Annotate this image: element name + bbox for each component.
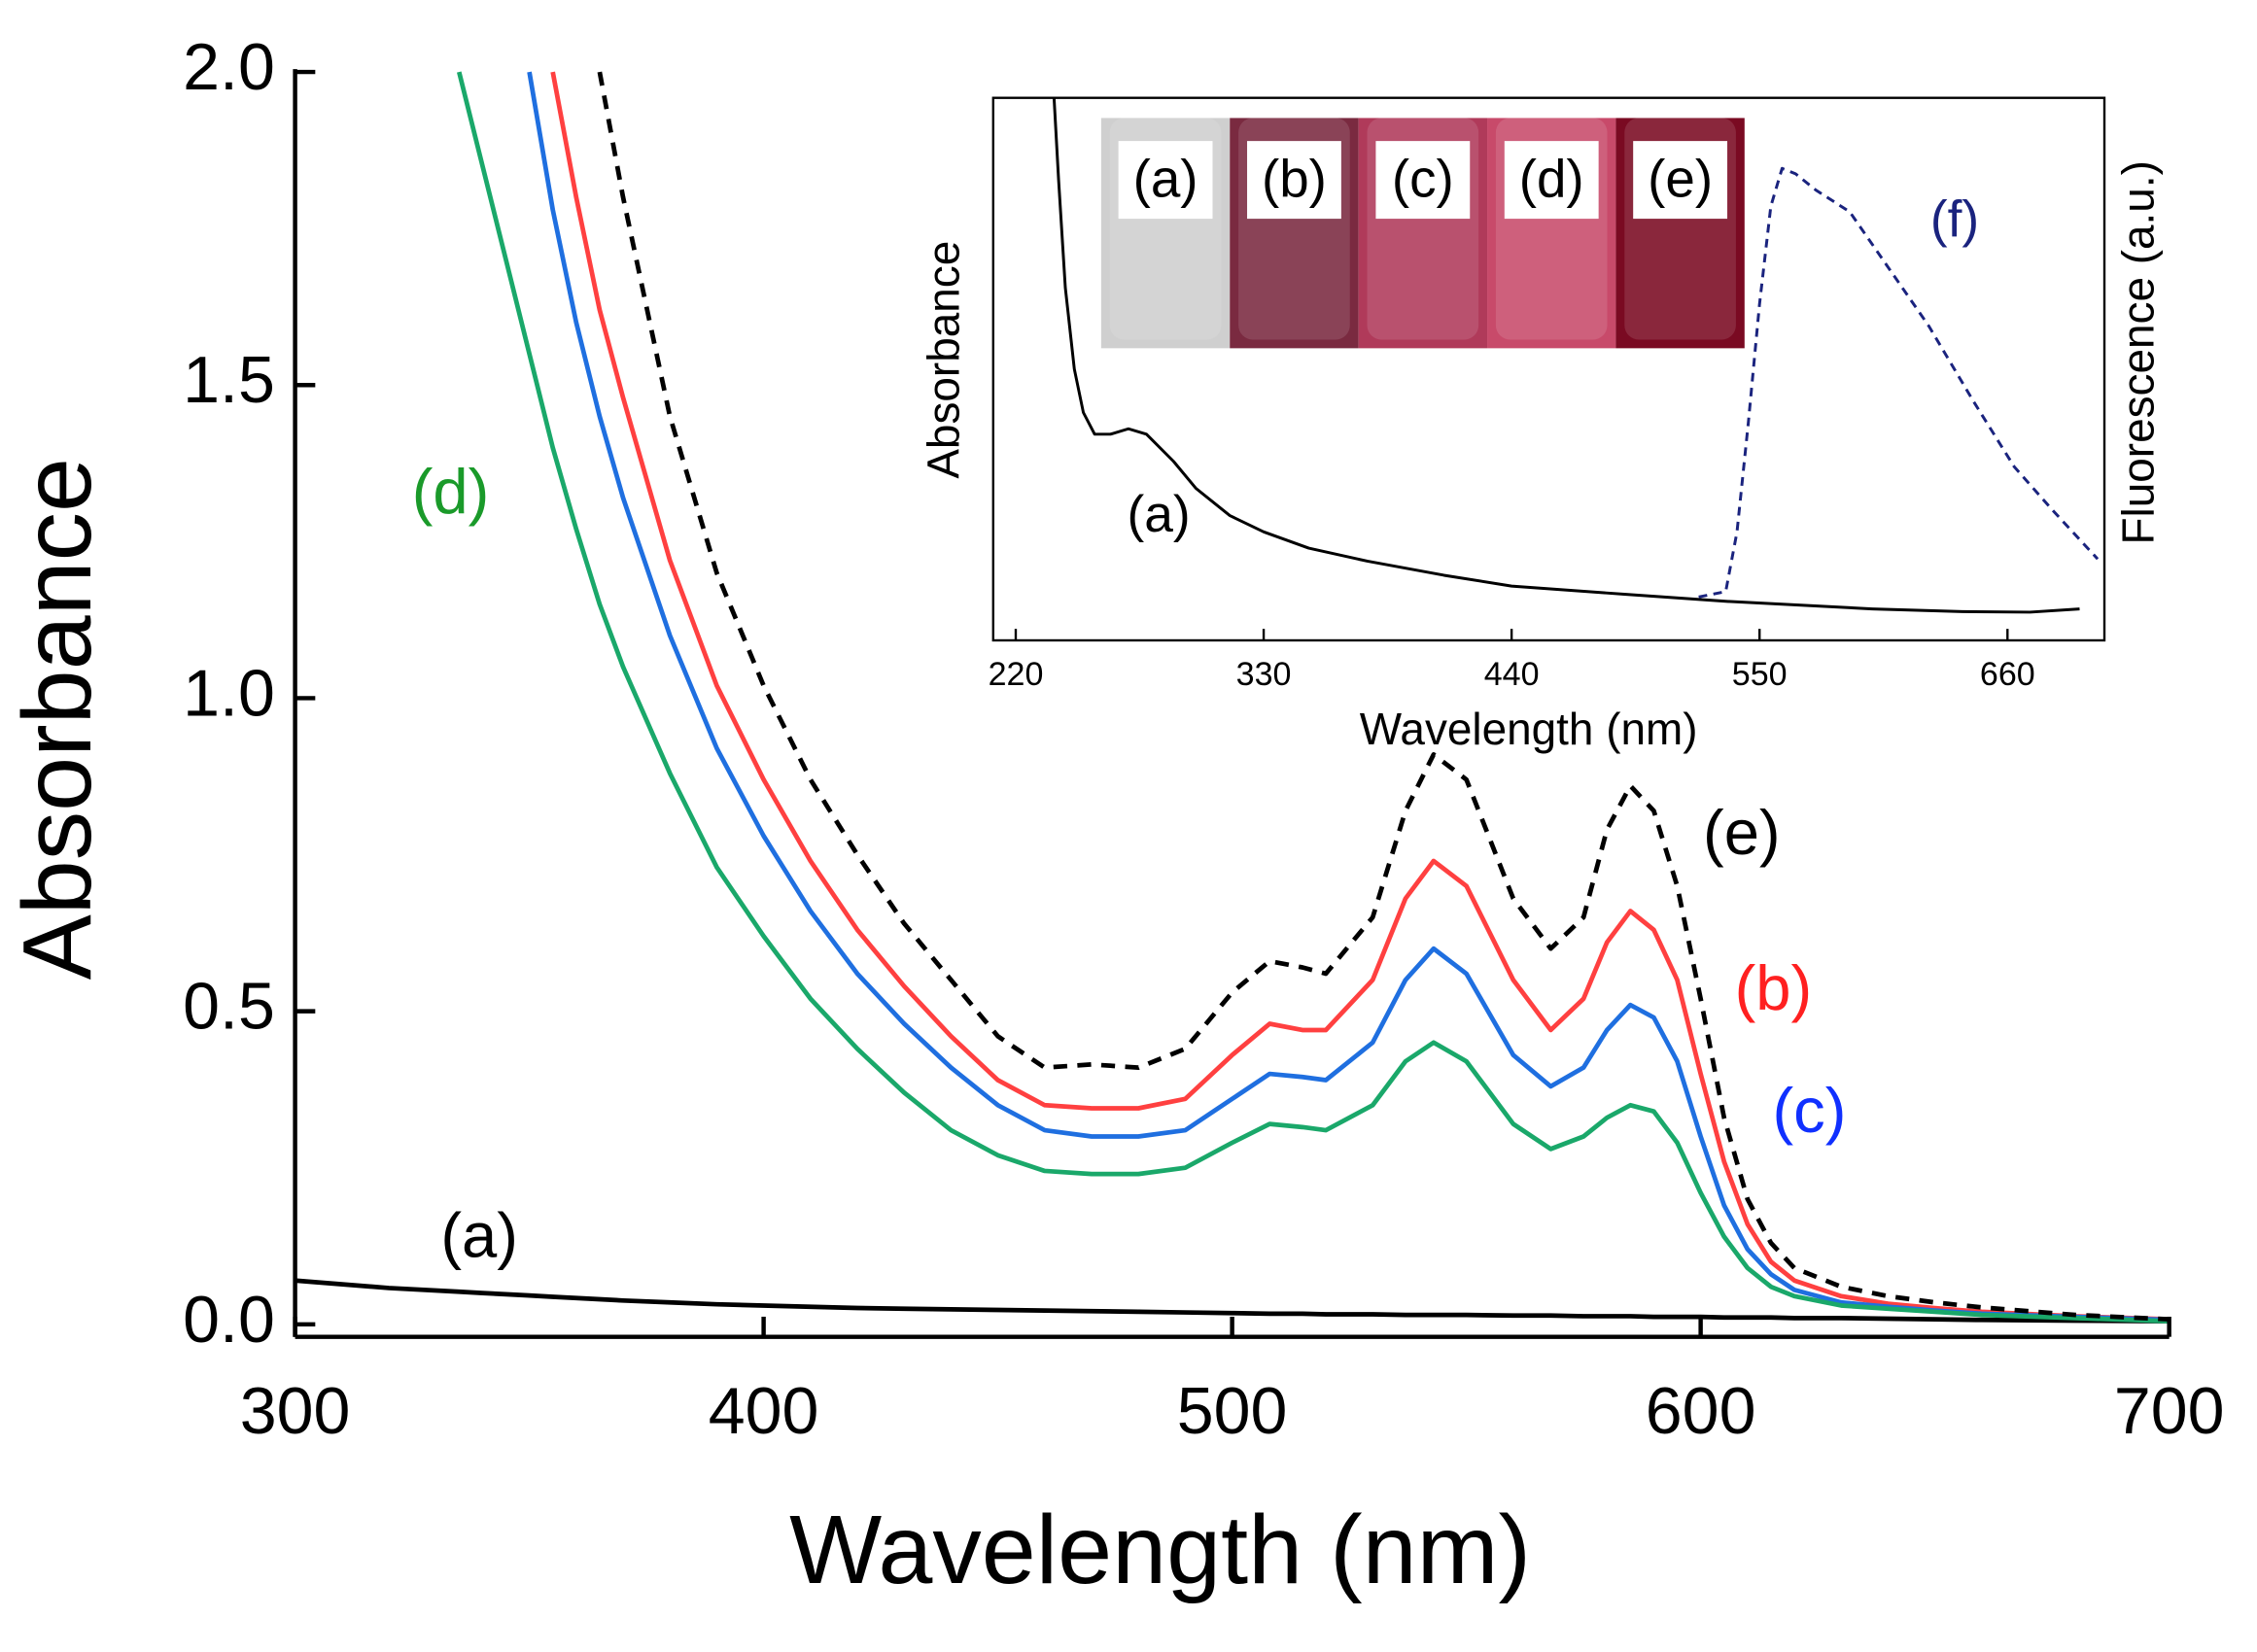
inset-frame	[991, 96, 2106, 642]
y-tick-label: 2.0	[183, 30, 275, 104]
line-series	[527, 71, 2170, 1323]
x-tick-label: 550	[1732, 656, 1788, 693]
x-axis-label: Wavelength (nm)	[789, 1496, 1531, 1604]
photo-label-box	[1247, 141, 1341, 220]
line-series	[1052, 97, 2080, 614]
y-tick-label: 0.0	[183, 1283, 275, 1357]
annotation: (c)	[1772, 1075, 1846, 1146]
photo-label-box	[1375, 141, 1471, 220]
line-series	[597, 71, 2170, 1323]
annotation: (d)	[412, 456, 490, 527]
x-tick-label: 400	[709, 1374, 819, 1448]
photo-label: (b)	[1262, 149, 1327, 209]
x-tick-label: 220	[989, 656, 1044, 693]
photo-label: (c)	[1392, 149, 1454, 209]
x-tick-label: 660	[1980, 656, 2035, 693]
photo-label-box	[1633, 141, 1728, 220]
y-tick-label: 1.5	[183, 343, 275, 417]
y-tick-label: 1.0	[183, 656, 275, 730]
x-tick-label: 500	[1177, 1374, 1288, 1448]
line-series	[295, 1278, 2170, 1324]
photo-label: (e)	[1648, 149, 1713, 209]
photo-label: (d)	[1519, 149, 1584, 209]
x-axis-label: Wavelength (nm)	[1360, 704, 1698, 754]
line-series	[1698, 166, 2100, 599]
annotation: (b)	[1735, 952, 1813, 1023]
y-tick-label: 0.5	[183, 970, 275, 1044]
x-tick-label: 300	[240, 1374, 351, 1448]
line-series	[457, 71, 2170, 1324]
photo-label-box	[1504, 141, 1599, 220]
annotation: (f)	[1930, 191, 1979, 249]
line-series	[550, 71, 2170, 1323]
photo-label: (a)	[1133, 149, 1198, 209]
y-axis-label: Absorbance	[919, 241, 969, 479]
x-tick-label: 600	[1646, 1374, 1756, 1448]
x-tick-label: 330	[1236, 656, 1292, 693]
x-tick-label: 440	[1484, 656, 1540, 693]
y-axis-label: Absorbance	[3, 458, 112, 980]
y2-axis-label: Fluorescence (a.u.)	[2113, 160, 2164, 544]
annotation: (e)	[1703, 797, 1781, 868]
x-tick-label: 700	[2114, 1374, 2225, 1448]
annotation: (a)	[1128, 486, 1191, 543]
photo-label-box	[1118, 141, 1213, 220]
annotation: (a)	[440, 1200, 518, 1271]
